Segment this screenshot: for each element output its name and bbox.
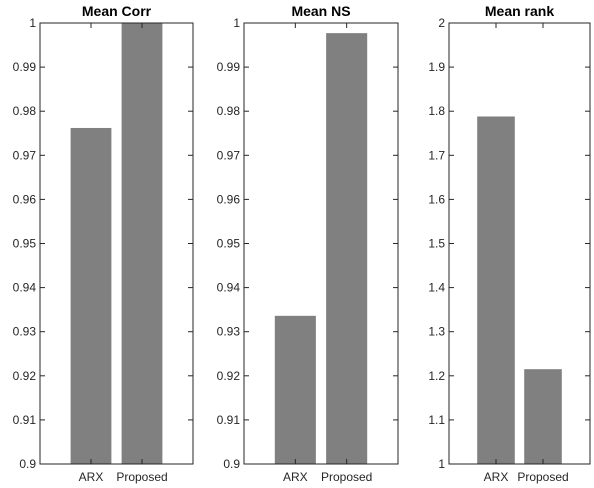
- y-tick-label: 1.6: [428, 192, 445, 206]
- y-tick-label: 0.92: [13, 369, 37, 383]
- x-tick-label: Proposed: [116, 470, 167, 484]
- y-tick-label: 1.8: [428, 104, 445, 118]
- axes-box: [243, 22, 399, 465]
- axes-outline: [39, 22, 194, 465]
- y-tick-label: 0.91: [217, 413, 241, 427]
- y-tick-label: 0.95: [13, 237, 37, 251]
- y-tick-label: 1.7: [428, 148, 445, 162]
- y-tick-label: 0.93: [217, 325, 241, 339]
- y-tick-label: 0.9: [19, 457, 36, 471]
- bar-arx: [70, 127, 112, 464]
- y-tick-label: 0.99: [217, 60, 241, 74]
- y-tick-label: 1: [29, 16, 36, 30]
- bar-proposed: [326, 33, 368, 464]
- y-tick-label: 1: [233, 16, 240, 30]
- y-tick-label: 0.96: [217, 192, 241, 206]
- axes-outline: [243, 22, 399, 465]
- y-tick-label: 1.9: [428, 60, 445, 74]
- chart-panel-mean-ns: Mean NS 0.9 0.91 0.92 0.93 0.94 0.95 0.96 0.97 0.…: [217, 3, 399, 484]
- x-tick-label: ARX: [283, 470, 308, 484]
- bar-proposed: [121, 23, 163, 464]
- y-tick-label: 0.99: [13, 60, 37, 74]
- axes-box: [448, 22, 591, 465]
- y-tick-label: 0.98: [13, 104, 37, 118]
- bar-proposed: [524, 369, 562, 464]
- y-tick-label: 0.97: [13, 148, 37, 162]
- y-tick-label: 0.94: [217, 281, 241, 295]
- y-tick-label: 1.5: [428, 237, 445, 251]
- x-tick-label: ARX: [484, 470, 509, 484]
- y-tick-label: 2: [438, 16, 445, 30]
- y-tick-label: 0.96: [13, 192, 37, 206]
- x-tick-label: Proposed: [321, 470, 372, 484]
- chart-title: Mean NS: [291, 3, 350, 19]
- chart-title: Mean rank: [485, 3, 554, 19]
- y-tick-label: 1.2: [428, 369, 445, 383]
- y-tick-label: 0.95: [217, 237, 241, 251]
- bar-arx: [274, 315, 316, 464]
- x-tick-label: ARX: [79, 470, 104, 484]
- y-tick-label: 0.91: [13, 413, 37, 427]
- y-tick-label: 1.3: [428, 325, 445, 339]
- x-tick-label: Proposed: [517, 470, 568, 484]
- y-tick-label: 0.92: [217, 369, 241, 383]
- y-tick-label: 0.98: [217, 104, 241, 118]
- y-tick-label: 0.97: [217, 148, 241, 162]
- chart-title: Mean Corr: [82, 3, 152, 19]
- axes-outline: [448, 22, 591, 465]
- axes-box: [39, 22, 194, 465]
- y-tick-label: 1: [438, 457, 445, 471]
- y-tick-label: 1.4: [428, 281, 445, 295]
- chart-panel-mean-rank: Mean rank 1 1.1 1.2 1.3 1.4 1.5 1.6 1.7 1.8 1.9 2 AR…: [428, 3, 591, 484]
- y-tick-label: 0.9: [223, 457, 240, 471]
- chart-panel-mean-corr: Mean Corr 0.9 0.91 0.92 0.93 0.94 0.95 0.96 0.97…: [13, 3, 194, 484]
- bar-arx: [477, 116, 515, 464]
- y-tick-label: 0.94: [13, 281, 37, 295]
- y-tick-label: 0.93: [13, 325, 37, 339]
- y-tick-label: 1.1: [428, 413, 445, 427]
